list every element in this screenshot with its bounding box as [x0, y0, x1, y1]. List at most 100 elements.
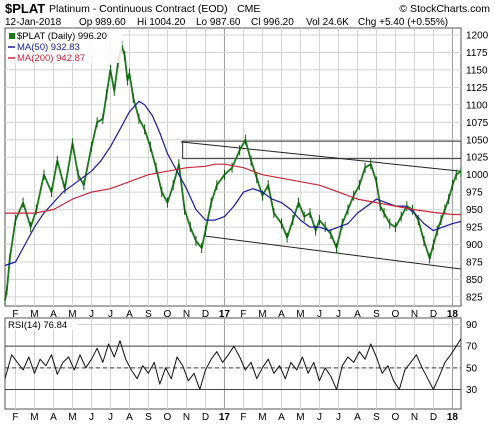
legend-ma200: MA(200) 942.87 [17, 53, 85, 64]
x-tick-label: 17 [219, 309, 231, 320]
y-tick-label: 90 [466, 320, 478, 331]
price-grid [5, 28, 461, 306]
x-tick-label: M [296, 412, 304, 423]
x-tick-label: A [354, 309, 361, 320]
x-tick-label: F [12, 412, 18, 423]
x-tick-label: J [108, 412, 113, 423]
ohlc-date: 12-Jan-2018 [5, 17, 62, 28]
y-tick-label: 825 [466, 292, 483, 303]
ohlc-high: Hi 1004.20 [137, 17, 186, 28]
y-tick-label: 50 [466, 363, 478, 374]
x-tick-label: M [258, 412, 266, 423]
x-tick-label: J [317, 309, 322, 320]
x-tick-label: J [336, 412, 341, 423]
y-tick-label: 1075 [466, 118, 489, 129]
ohlc-low: Lo 987.60 [196, 17, 241, 28]
x-tick-label: M [296, 309, 304, 320]
instrument-name: Platinum - Continuous Contract (EOD) [49, 3, 228, 15]
ma200-line [5, 163, 461, 216]
rsi-grid [5, 318, 461, 409]
x-tick-label: O [392, 412, 400, 423]
y-tick-label: 70 [466, 342, 478, 353]
y-tick-label: 1025 [466, 153, 489, 164]
y-tick-label: 900 [466, 240, 483, 251]
y-tick-label: 975 [466, 188, 483, 199]
x-tick-label: M [258, 309, 266, 320]
x-tick-label: 17 [219, 412, 231, 423]
lower-trendline [205, 235, 462, 270]
y-tick-label: 1050 [466, 135, 489, 146]
x-tick-label: F [240, 412, 246, 423]
ohlc-change: Chg +5.40 (+0.55%) [358, 17, 448, 28]
rsi-y-axis: 30 50 70 90 [466, 320, 478, 396]
x-tick-label: A [278, 309, 285, 320]
x-tick-label: D [430, 309, 437, 320]
legend-ma50: MA(50) 932.83 [17, 42, 80, 53]
price-y-axis: 825 850 875 900 925 950 975 1000 1025 1050 1075 110… [466, 30, 489, 303]
y-tick-label: 1150 [466, 65, 488, 76]
ohlc-volume: Vol 24.6K [306, 17, 349, 28]
x-tick-label: S [145, 412, 152, 423]
copyright: © StockCharts.com [399, 3, 490, 15]
x-tick-label: J [108, 309, 113, 320]
y-tick-label: 1000 [466, 170, 489, 181]
x-tick-label: F [240, 309, 246, 320]
x-tick-label: S [145, 309, 152, 320]
x-tick-label: A [278, 412, 285, 423]
x-tick-label: M [68, 412, 76, 423]
y-tick-label: 30 [466, 385, 478, 396]
x-tick-label: D [202, 412, 209, 423]
legend-background [6, 29, 122, 63]
x-tick-label: N [183, 412, 190, 423]
symbol-title: $PLAT [5, 1, 45, 16]
x-tick-label: A [126, 412, 133, 423]
rsi-x-axis: F M A M J J A S O N D 17 F M A M J J A S O N D 18 [12, 412, 458, 423]
price-series [4, 40, 462, 306]
x-tick-label: A [50, 412, 57, 423]
x-tick-label: N [411, 309, 418, 320]
price-legend: $PLAT (Daily) 996.20 MA(50) 932.83 MA(20… [6, 29, 122, 64]
legend-swatch-price [9, 33, 15, 39]
x-tick-label: S [373, 412, 380, 423]
ohlc-close: Cl 996.20 [251, 17, 294, 28]
x-tick-label: O [164, 309, 172, 320]
trend-annotations [180, 140, 462, 270]
rsi-label-background [6, 319, 78, 330]
y-tick-label: 850 [466, 275, 483, 286]
y-tick-label: 875 [466, 257, 483, 268]
rsi-line [4, 338, 462, 390]
rsi-series [4, 338, 462, 390]
x-tick-label: J [89, 309, 94, 320]
price-panel: 825 850 875 900 925 950 975 1000 1025 1050 1075 110… [4, 27, 489, 320]
rsi-panel-frame [4, 317, 462, 410]
x-tick-label: M [30, 309, 38, 320]
y-tick-label: 1175 [466, 48, 488, 59]
x-tick-label: J [336, 309, 341, 320]
upper-trendline [180, 141, 462, 172]
x-tick-label: M [68, 309, 76, 320]
ohlc-open: Op 989.60 [79, 17, 126, 28]
x-tick-label: A [126, 309, 133, 320]
price-x-axis: F M A M J J A S O N D 17 F M A M J J A S O N D 18 [12, 309, 458, 320]
x-tick-label: F [12, 309, 18, 320]
x-tick-label: A [50, 309, 57, 320]
x-tick-label: N [411, 412, 418, 423]
y-tick-label: 950 [466, 205, 483, 216]
x-tick-label: A [354, 412, 361, 423]
x-tick-label: 18 [447, 412, 459, 423]
rsi-label: RSI(14) 76.84 [8, 320, 67, 331]
y-tick-label: 1125 [466, 83, 488, 94]
x-tick-label: N [183, 309, 190, 320]
price-line [4, 44, 462, 301]
x-tick-label: D [430, 412, 437, 423]
exchange-label: CME [237, 3, 260, 15]
x-tick-label: D [202, 309, 209, 320]
y-tick-label: 925 [466, 223, 483, 234]
x-tick-label: J [317, 412, 322, 423]
x-tick-label: O [392, 309, 400, 320]
x-tick-label: 18 [447, 309, 459, 320]
resistance-box [182, 140, 462, 160]
y-tick-label: 1200 [466, 30, 489, 41]
